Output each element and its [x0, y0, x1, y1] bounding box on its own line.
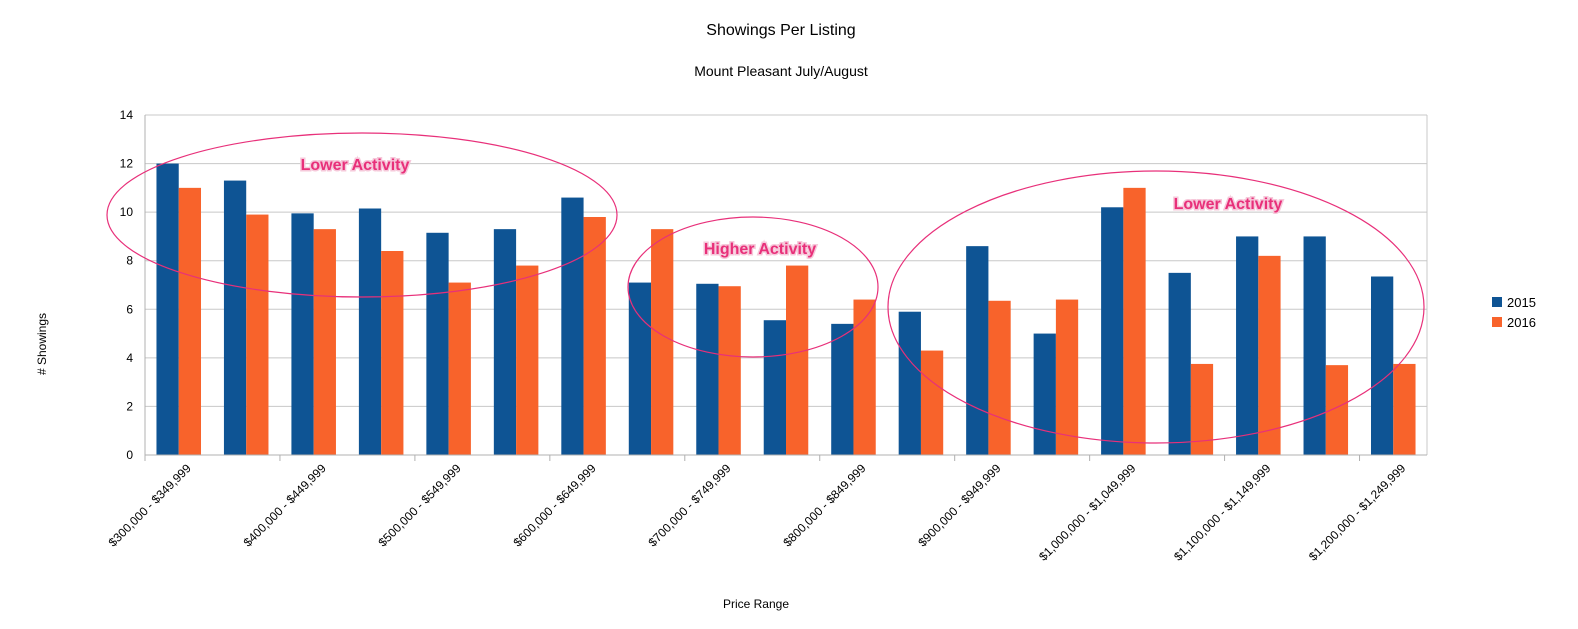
bar-2016-8 — [718, 286, 741, 455]
x-tick-label: $700,000 - $749,999 — [645, 461, 733, 549]
annotation-ellipse — [106, 132, 618, 298]
annotations: Lower Activity Higher Activity Lower Activ… — [106, 132, 1425, 444]
annotation-ellipse — [887, 170, 1425, 444]
x-tick-label: $500,000 - $549,999 — [376, 461, 464, 549]
annotation-label: Lower Activity — [301, 157, 410, 174]
annotation-label: Lower Activity — [1174, 196, 1283, 213]
bar-2015-10 — [831, 323, 854, 455]
x-tick-label: $900,000 - $949,999 — [915, 461, 1003, 549]
bar-2016-1 — [246, 214, 269, 455]
y-axis-label: # Showings — [35, 313, 49, 375]
y-tick-label: 14 — [120, 108, 134, 122]
bar-2015-7 — [628, 282, 652, 455]
chart-subtitle: Mount Pleasant July/August — [694, 63, 868, 79]
y-tick-label: 10 — [120, 205, 134, 219]
bar-2016-15 — [1190, 363, 1214, 455]
bar-2015-9 — [763, 320, 786, 455]
y-tick-label: 2 — [126, 399, 133, 413]
bar-2016-5 — [516, 265, 539, 455]
annotation-ellipse — [627, 216, 879, 358]
y-tick-label: 8 — [126, 254, 133, 268]
bar-2015-14 — [1101, 207, 1124, 455]
bar-2016-9 — [786, 265, 809, 455]
bar-2016-3 — [381, 251, 404, 455]
x-tick-label: $1,000,000 - $1,049,999 — [1036, 461, 1139, 564]
bar-2015-13 — [1033, 333, 1056, 455]
bar-2015-11 — [898, 311, 921, 455]
bar-2015-15 — [1168, 272, 1191, 455]
x-tick-label: $800,000 - $849,999 — [780, 461, 868, 549]
bar-2015-3 — [358, 208, 382, 455]
y-tick-label: 0 — [126, 448, 133, 462]
bar-2016-7 — [651, 229, 674, 455]
chart-title: Showings Per Listing — [706, 22, 855, 39]
bars — [156, 163, 1416, 456]
bar-2016-10 — [853, 299, 876, 455]
bar-2016-4 — [448, 282, 471, 455]
bar-2015-0 — [156, 163, 179, 456]
bar-2015-5 — [493, 229, 517, 455]
bar-2015-8 — [696, 283, 719, 455]
bar-2016-13 — [1055, 299, 1079, 455]
legend-swatch-2016 — [1492, 317, 1502, 327]
bar-2016-0 — [178, 187, 202, 455]
bar-2015-2 — [291, 213, 314, 455]
y-tick-label: 6 — [126, 302, 133, 316]
x-tick-label: $400,000 - $449,999 — [241, 461, 329, 549]
x-tick-label: $600,000 - $649,999 — [510, 461, 598, 549]
x-tick-label: $1,200,000 - $1,249,999 — [1306, 461, 1409, 564]
bar-2016-6 — [583, 217, 606, 455]
bar-2016-14 — [1123, 187, 1146, 455]
y-tick-label: 12 — [120, 157, 134, 171]
annotation-label: Higher Activity — [704, 241, 816, 258]
x-tick-label: $1,100,000 - $1,149,999 — [1171, 461, 1274, 564]
bar-2015-17 — [1303, 236, 1326, 455]
bar-2016-11 — [920, 350, 944, 455]
x-axis-label: Price Range — [723, 597, 789, 611]
x-tick-label: $300,000 - $349,999 — [106, 461, 194, 549]
bar-2016-12 — [988, 300, 1011, 455]
bar-2016-16 — [1258, 255, 1281, 455]
y-tick-label: 4 — [126, 351, 133, 365]
bar-2015-1 — [223, 180, 247, 456]
bar-2015-4 — [426, 232, 449, 455]
bar-2016-17 — [1325, 365, 1349, 455]
bar-2015-12 — [966, 246, 989, 455]
legend: 2015 2016 — [1492, 295, 1536, 330]
bar-2016-18 — [1393, 363, 1416, 455]
bar-2016-2 — [313, 229, 336, 455]
legend-swatch-2015 — [1492, 297, 1502, 307]
bar-2015-16 — [1236, 236, 1259, 455]
bar-2015-18 — [1370, 276, 1394, 455]
legend-label: 2015 — [1507, 295, 1536, 310]
legend-label: 2016 — [1507, 315, 1536, 330]
bar-2015-6 — [561, 197, 584, 456]
